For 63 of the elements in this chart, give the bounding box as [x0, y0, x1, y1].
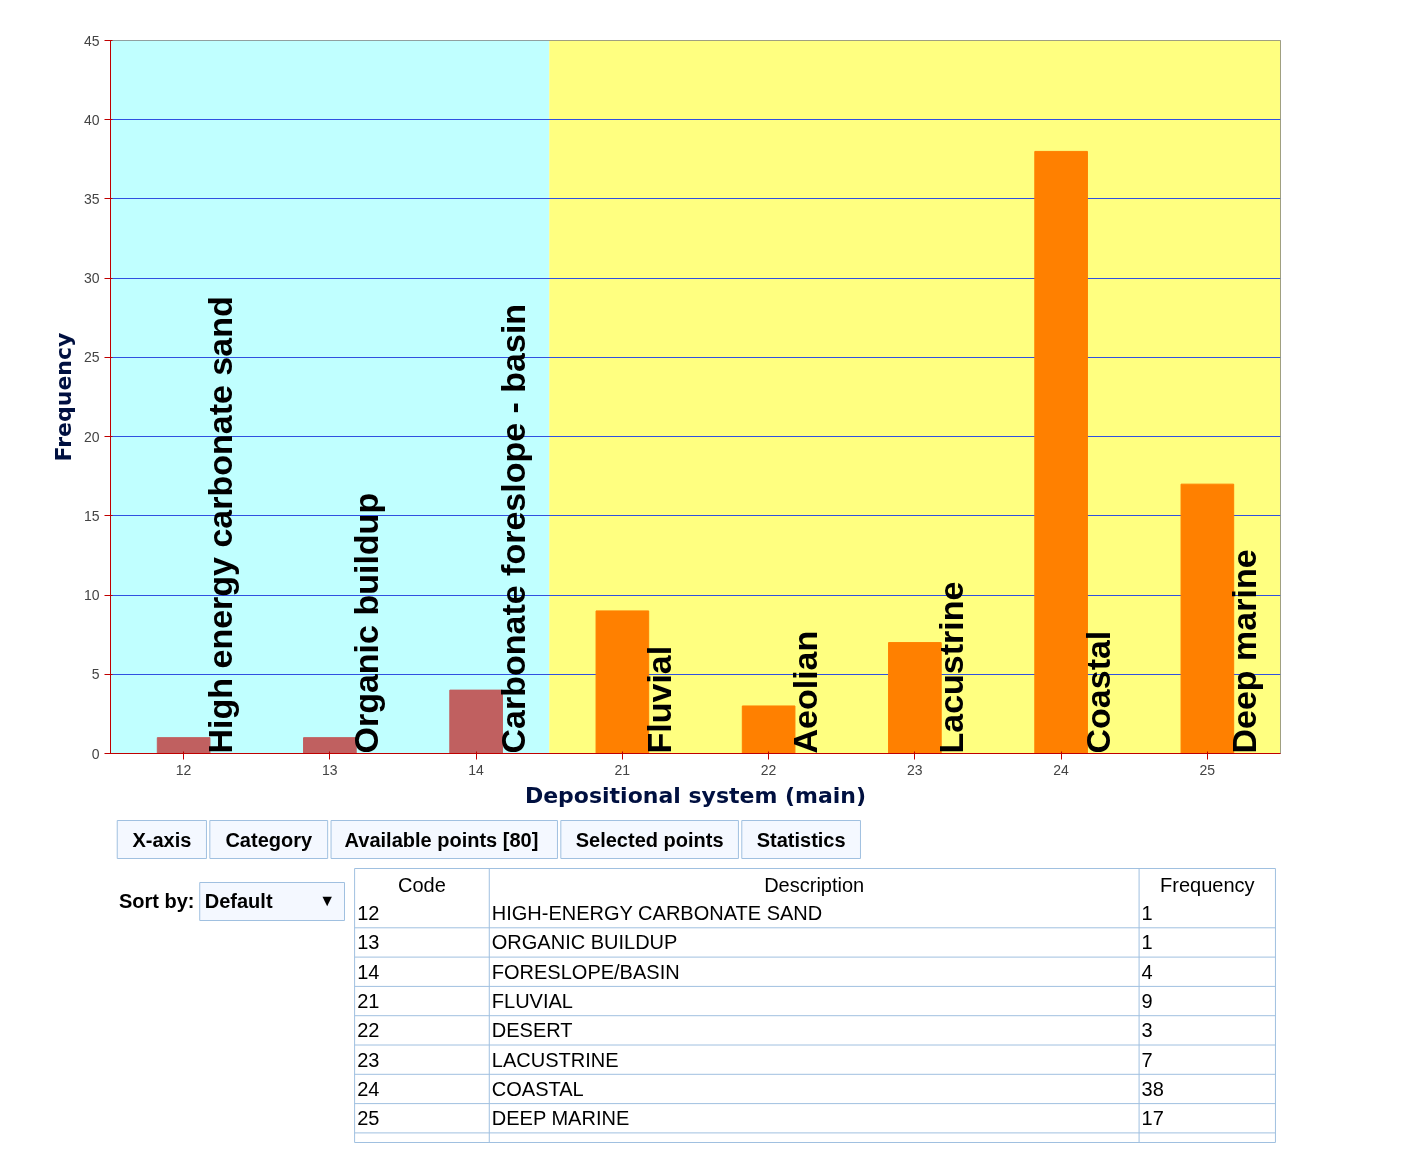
category-label: 24	[357, 1077, 380, 1100]
annotation: Organic buildup	[347, 492, 386, 754]
text: ORGANIC BUILDUP	[491, 931, 678, 954]
annotation: Coastal	[1078, 630, 1117, 754]
text: ▼	[319, 892, 336, 909]
annotation: Fluvial	[639, 645, 678, 754]
annotation: Aeolian	[786, 630, 825, 754]
text: DESERT	[491, 1019, 573, 1042]
x-tick-label: 13	[322, 761, 338, 778]
text: Selected points	[575, 828, 724, 851]
y-tick-label: 5	[91, 666, 100, 683]
category-label: 25	[357, 1107, 380, 1130]
x-tick-label: 12	[175, 761, 192, 778]
x-tick-label: 21	[614, 761, 631, 778]
category-label: 13	[357, 931, 380, 954]
y-tick-label: 20	[83, 428, 100, 445]
annotation: High energy carbonate sand	[201, 296, 240, 754]
text: 1	[1141, 931, 1153, 954]
text: Category	[225, 828, 313, 851]
y-tick-label: 0	[91, 745, 100, 762]
x-tick-label: 14	[468, 761, 485, 778]
text: LACUSTRINE	[491, 1048, 619, 1071]
text: 38	[1141, 1077, 1164, 1100]
text: HIGH-ENERGY CARBONATE SAND	[491, 902, 823, 925]
x-tick-label: 22	[760, 761, 777, 778]
y-tick-label: 40	[83, 111, 100, 128]
x-tick-label: 24	[1053, 761, 1070, 778]
category-label: 23	[357, 1048, 380, 1071]
y-tick-label: 10	[83, 587, 100, 604]
y-tick-label: 15	[83, 507, 100, 524]
text: 17	[1141, 1107, 1164, 1130]
text: Code	[398, 873, 446, 896]
x-tick-label: 23	[907, 761, 923, 778]
text: 7	[1141, 1048, 1153, 1071]
text: DEEP MARINE	[491, 1107, 630, 1130]
text: COASTAL	[491, 1077, 584, 1100]
text: 9	[1141, 990, 1153, 1013]
y-tick-label: 45	[83, 32, 100, 49]
text: Available points [80]	[344, 828, 539, 851]
x-tick-label: 25	[1199, 761, 1216, 778]
text: 1	[1141, 902, 1153, 925]
text: FLUVIAL	[491, 990, 573, 1013]
annotation: Lacustrine	[932, 581, 971, 754]
text: 21	[357, 990, 380, 1013]
annotation: Deep marine	[1224, 549, 1263, 754]
text: 3	[1141, 1019, 1153, 1042]
text: 12	[357, 902, 380, 925]
text: Sort by:	[118, 889, 195, 912]
y-axis-title: Frequency	[50, 332, 76, 462]
text: 14	[357, 960, 380, 983]
text: Default	[204, 889, 273, 912]
y-tick-label: 30	[83, 270, 100, 287]
y-tick-label: 25	[83, 349, 100, 366]
text: Statistics	[756, 828, 846, 851]
text: FORESLOPE/BASIN	[491, 960, 680, 983]
category-label: 22	[357, 1019, 380, 1042]
text: X-axis	[132, 828, 192, 851]
annotation: Carbonate foreslope - basin	[493, 303, 532, 754]
text: Frequency	[1160, 873, 1255, 896]
y-tick-label: 35	[83, 190, 100, 207]
x-axis-title: Depositional system (main)	[524, 782, 867, 808]
text: 4	[1141, 960, 1153, 983]
text: Description	[764, 873, 865, 896]
